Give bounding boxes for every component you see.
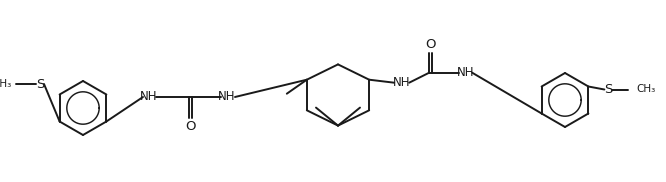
Text: O: O xyxy=(184,120,195,132)
Text: CH₃: CH₃ xyxy=(637,84,655,94)
Text: NH: NH xyxy=(218,90,236,104)
Text: NH: NH xyxy=(141,90,158,104)
Text: O: O xyxy=(425,38,436,51)
Text: NH: NH xyxy=(392,76,410,89)
Text: S: S xyxy=(36,78,44,90)
Text: CH₃: CH₃ xyxy=(0,79,12,89)
Text: NH: NH xyxy=(456,66,474,79)
Text: S: S xyxy=(604,83,613,96)
